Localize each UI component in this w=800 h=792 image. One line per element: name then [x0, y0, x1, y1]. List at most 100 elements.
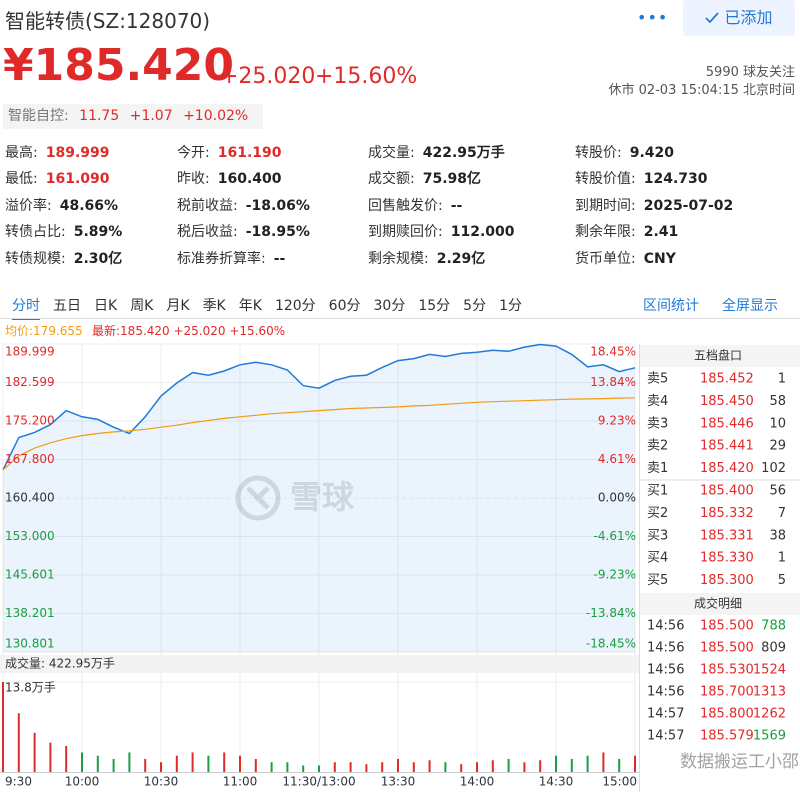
period-tab[interactable]: 120分 [274, 298, 316, 314]
y-tick-label: 13.8万手 [5, 681, 56, 695]
stat-value: 9.420 [629, 145, 675, 161]
book-price: 185.400 [700, 484, 754, 499]
stat-value: 160.400 [217, 171, 282, 187]
stat: 剩余年限: 2.41 [575, 221, 678, 241]
volume-bar [460, 764, 463, 772]
stat-label: 成交额: [368, 171, 415, 187]
y2-tick-label: 4.61% [598, 452, 636, 466]
stat-label: 到期赎回价: [368, 224, 443, 240]
underlying-box[interactable]: 智能自控: 11.75 +1.07 +10.02% [3, 104, 263, 129]
x-tick-label: 10:30 [144, 775, 179, 789]
stat: 转股价值: 124.730 [575, 168, 707, 188]
stat-label: 转股价: [575, 145, 622, 161]
stat: 税后收益: -18.95% [177, 221, 310, 241]
period-tab[interactable]: 30分 [373, 298, 406, 314]
book-volume: 38 [769, 528, 786, 543]
stat-label: 最高: [5, 145, 38, 161]
trade-time: 14:56 [647, 641, 684, 656]
stat: 最低: 161.090 [5, 168, 109, 188]
price-area [3, 344, 635, 652]
trade-time: 14:57 [647, 729, 684, 744]
x-tick-label: 14:30 [539, 775, 574, 789]
added-button[interactable]: 已添加 [683, 0, 795, 36]
range-stats[interactable]: 区间统计 [643, 298, 699, 314]
y-tick-label: 167.800 [5, 452, 55, 466]
y-tick-label: 189.999 [5, 345, 55, 359]
volume-bar [444, 762, 447, 772]
underlying-change: +1.07 [129, 108, 173, 124]
trade-price: 185.500 [700, 641, 754, 656]
book-label: 卖4 [647, 394, 668, 409]
trade-volume: 1524 [753, 663, 786, 678]
stat: 最高: 189.999 [5, 142, 109, 162]
book-price: 185.446 [700, 416, 754, 431]
fullscreen[interactable]: 全屏显示 [722, 298, 778, 314]
book-volume: 5 [778, 573, 786, 588]
stat-value: 189.999 [45, 145, 110, 161]
stat-value: 5.89% [73, 224, 123, 240]
stat: 今开: 161.190 [177, 142, 281, 162]
y2-tick-label: -13.84% [586, 606, 636, 620]
stat: 剩余规模: 2.29亿 [368, 248, 485, 268]
period-tab[interactable]: 1分 [499, 298, 522, 314]
period-tab[interactable]: 60分 [328, 298, 361, 314]
price-percent: +15.60% [315, 64, 418, 89]
period-tab[interactable]: 15分 [418, 298, 451, 314]
period-tab[interactable]: 日K [94, 298, 118, 314]
volume-bar [381, 762, 384, 772]
volume-bar [397, 758, 399, 772]
period-tab[interactable]: 5分 [463, 298, 487, 314]
y2-tick-label: 13.84% [590, 375, 636, 389]
orderbook-bg [640, 344, 800, 792]
volume-bar [175, 755, 178, 772]
book-label: 买3 [647, 528, 668, 543]
book-price: 185.332 [700, 506, 754, 521]
volume-bar [491, 760, 494, 772]
underlying-name: 智能自控: [8, 108, 69, 124]
period-tab[interactable]: 周K [130, 298, 154, 314]
stat-label: 货币单位: [575, 251, 636, 267]
stats-grid: 最高: 189.999 今开: 161.190 成交量: 422.95万手 转股价: 9.42… [0, 140, 800, 275]
avg-line [2, 397, 636, 471]
x-tick-label: 10:00 [65, 775, 100, 789]
stat-value: 161.090 [45, 171, 110, 187]
stat-value: CNY [643, 251, 676, 267]
book-price: 185.420 [700, 461, 754, 476]
volume-bar [65, 745, 68, 772]
orderbook-title: 五档盘口 [694, 348, 742, 363]
y-tick-label: 145.601 [5, 567, 55, 581]
stat-label: 转债规模: [5, 251, 66, 267]
period-tab[interactable]: 年K [238, 298, 262, 314]
period-tab[interactable]: 季K [202, 298, 226, 314]
period-tab[interactable]: 五日 [53, 298, 81, 314]
volume-bar [112, 758, 115, 772]
period-tab[interactable]: 月K [166, 298, 190, 314]
period-tab[interactable]: 分时 [12, 298, 40, 320]
stat-label: 最低: [5, 171, 38, 187]
book-volume: 102 [761, 461, 786, 476]
volume-title: 成交量: 422.95万手 [5, 656, 115, 671]
y2-tick-label: 18.45% [590, 345, 636, 359]
book-price: 185.452 [700, 372, 754, 387]
y-tick-label: 182.599 [5, 375, 55, 389]
book-label: 买2 [647, 506, 668, 521]
stat: 昨收: 160.400 [177, 168, 281, 188]
trade-volume: 1313 [753, 685, 786, 700]
volume-bar [618, 758, 621, 772]
x-tick-label: 9:30 [5, 775, 32, 789]
stat: 回售触发价: -- [368, 195, 462, 215]
watermark: 雪球 [235, 475, 355, 521]
book-price: 185.331 [700, 528, 754, 543]
volume-bar [586, 755, 589, 772]
volume-bar [634, 755, 636, 772]
stat-value: 422.95万手 [422, 145, 505, 161]
book-volume: 29 [769, 439, 786, 454]
trade-time: 14:57 [647, 707, 684, 722]
x-tick-label: 13:30 [381, 775, 416, 789]
last-price: ¥185.420 [3, 40, 235, 91]
y-tick-label: 175.200 [5, 413, 55, 427]
more-menu[interactable]: ••• [637, 8, 669, 27]
stat-value: -- [273, 251, 286, 267]
